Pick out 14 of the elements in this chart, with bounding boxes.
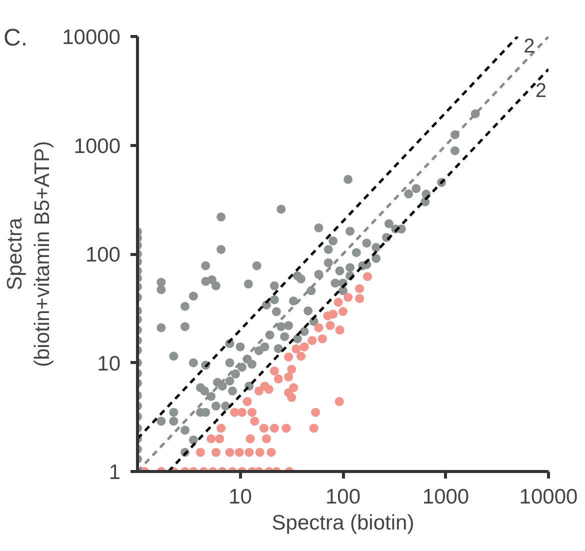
y-axis-title: Spectra (biotin+vitamin B5+ATP) [4,140,54,368]
y-tick-label: 10 [97,352,120,376]
chart-title: C. [4,24,28,52]
y-tick-label: 1000 [74,134,120,158]
annotation: 2 [535,80,546,102]
x-tick-label: 10000 [519,486,578,508]
x-axis-title: Spectra (biotin) [272,512,414,534]
y-tick-label: 1 [108,461,121,484]
y-tick-label: 100 [85,244,121,266]
x-tick-label: 100 [325,486,361,508]
annotation: 2 [524,36,535,58]
y-tick-label: 10000 [62,26,121,49]
x-tick-label: 1000 [422,486,470,508]
x-tick-label: 10 [228,486,252,508]
